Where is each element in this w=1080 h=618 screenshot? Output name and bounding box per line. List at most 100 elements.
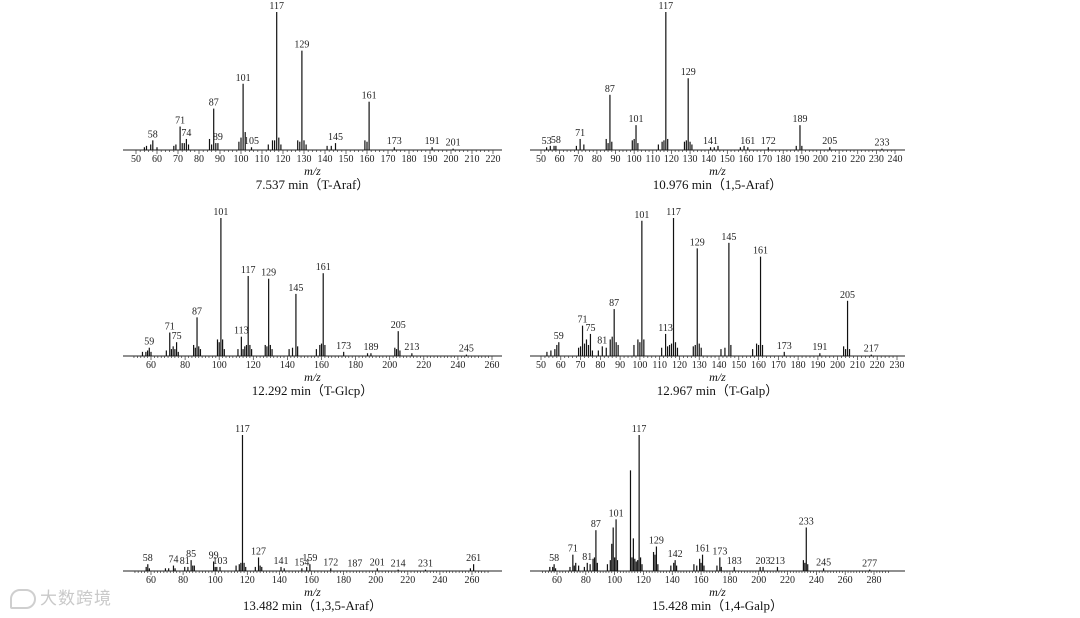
spectrum-caption: 12.967 min（T-Galp） (657, 383, 779, 398)
peak-label: 117 (269, 1, 284, 12)
peak-label: 113 (658, 323, 673, 334)
x-tick-label: 220 (400, 575, 415, 586)
x-tick-label: 260 (485, 360, 500, 371)
peak-label: 141 (703, 136, 718, 147)
x-tick-label: 260 (465, 575, 480, 586)
peak-label: 85 (186, 549, 196, 560)
peak-label: 173 (712, 546, 727, 557)
x-tick-label: 200 (830, 360, 845, 371)
peak-label: 205 (822, 136, 837, 147)
x-tick-label: 80 (180, 360, 190, 371)
x-tick-label: 50 (131, 154, 141, 165)
peak-label: 261 (466, 553, 481, 564)
x-tick-label: 80 (595, 360, 605, 371)
peak-label: 101 (629, 114, 644, 125)
peak-label: 101 (213, 207, 228, 218)
x-tick-label: 90 (615, 360, 625, 371)
x-tick-label: 150 (720, 154, 735, 165)
peak-label: 189 (792, 114, 807, 125)
x-tick-label: 100 (607, 575, 622, 586)
x-tick-label: 80 (178, 575, 188, 586)
peak-label: 101 (236, 73, 251, 84)
spectrum-caption: 7.537 min（T-Araf） (256, 177, 370, 192)
x-tick-label: 70 (173, 154, 183, 165)
peak-label: 81 (582, 552, 592, 563)
peak-label: 117 (632, 424, 647, 435)
peak-label: 161 (695, 544, 710, 555)
peak-label: 58 (549, 553, 559, 564)
x-tick-label: 160 (360, 154, 375, 165)
x-tick-label: 220 (870, 360, 885, 371)
peak-label: 213 (770, 556, 785, 567)
peak-label: 161 (316, 262, 331, 273)
x-tick-label: 240 (450, 360, 465, 371)
x-tick-label: 210 (465, 154, 480, 165)
x-tick-label: 190 (423, 154, 438, 165)
peak-label: 191 (425, 136, 440, 147)
x-tick-label: 50 (536, 154, 546, 165)
peak-label: 105 (244, 136, 259, 147)
x-tick-label: 140 (712, 360, 727, 371)
peak-label: 75 (585, 323, 595, 334)
x-tick-label: 130 (683, 154, 698, 165)
peak-label: 74 (181, 128, 191, 139)
peak-label: 87 (609, 298, 619, 309)
x-tick-label: 100 (632, 360, 647, 371)
x-axis-label: m/z (304, 585, 321, 599)
peak-label: 71 (175, 116, 185, 127)
peak-label: 129 (690, 237, 705, 248)
spectrum-caption: 10.976 min（1,5-Araf） (653, 177, 783, 192)
peak-label: 117 (666, 207, 681, 218)
chat-bubble-logo-icon (10, 589, 36, 609)
x-tick-label: 260 (838, 575, 853, 586)
x-tick-label: 180 (776, 154, 791, 165)
peak-label: 233 (874, 138, 889, 149)
x-tick-label: 110 (255, 154, 270, 165)
x-tick-label: 80 (581, 575, 591, 586)
peak-label: 129 (681, 67, 696, 78)
x-tick-label: 230 (869, 154, 884, 165)
x-tick-label: 100 (627, 154, 642, 165)
x-tick-label: 200 (368, 575, 383, 586)
peak-label: 245 (459, 344, 474, 355)
x-tick-label: 180 (402, 154, 417, 165)
x-axis-label: m/z (709, 164, 726, 178)
peak-label: 205 (391, 320, 406, 331)
peak-label: 87 (605, 84, 615, 95)
peak-label: 59 (144, 337, 154, 348)
peak-label: 183 (727, 556, 742, 567)
x-tick-label: 220 (486, 154, 501, 165)
peak-label: 117 (235, 424, 250, 435)
x-tick-label: 110 (645, 154, 660, 165)
x-tick-label: 140 (701, 154, 716, 165)
x-tick-label: 70 (576, 360, 586, 371)
x-tick-label: 230 (890, 360, 905, 371)
peak-label: 75 (172, 331, 182, 342)
x-tick-label: 200 (382, 360, 397, 371)
x-tick-label: 60 (556, 360, 566, 371)
x-tick-label: 210 (850, 360, 865, 371)
peak-label: 159 (302, 553, 317, 564)
x-tick-label: 120 (276, 154, 291, 165)
peak-label: 173 (387, 136, 402, 147)
x-tick-label: 200 (813, 154, 828, 165)
peak-label: 205 (840, 290, 855, 301)
peak-label: 173 (336, 341, 351, 352)
x-tick-label: 150 (339, 154, 354, 165)
x-tick-label: 240 (432, 575, 447, 586)
x-tick-label: 120 (246, 360, 261, 371)
peak-label: 58 (148, 129, 158, 140)
spectrum-caption: 13.482 min（1,3,5-Araf） (243, 598, 382, 613)
spectrum-caption: 15.428 min（1,4-Galp） (652, 598, 783, 613)
x-tick-label: 140 (665, 575, 680, 586)
x-tick-label: 60 (152, 154, 162, 165)
x-tick-label: 120 (672, 360, 687, 371)
peak-label: 173 (777, 341, 792, 352)
x-axis-label: m/z (709, 585, 726, 599)
peak-label: 161 (740, 136, 755, 147)
peak-label: 161 (753, 246, 768, 257)
x-tick-label: 60 (146, 360, 156, 371)
peak-label: 99 (209, 550, 219, 561)
x-tick-label: 130 (692, 360, 707, 371)
peak-label: 191 (812, 342, 827, 353)
